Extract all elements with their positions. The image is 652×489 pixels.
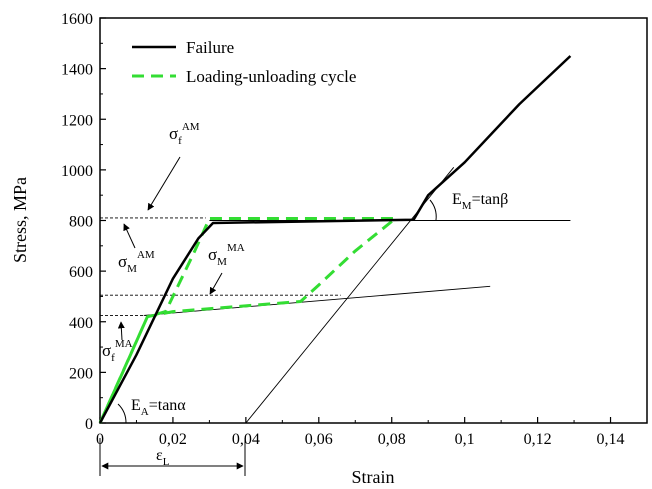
legend-label-failure: Failure [186, 38, 234, 57]
x-tick-label: 0,1 [455, 431, 475, 448]
svg-text:σfAM: σfAM [169, 121, 200, 147]
annotation-sigma-m-am: σMAM [118, 223, 155, 275]
svg-text:σfMA: σfMA [102, 338, 133, 364]
y-tick-label: 600 [69, 264, 93, 281]
arrow-sigma-f-am [147, 156, 181, 211]
x-axis-ticks: 00,020,040,060,080,10,120,14 [96, 417, 625, 448]
svg-text:σMAM: σMAM [118, 249, 155, 275]
annotation-sigma-f-am: σfAM [147, 121, 200, 211]
annotation-e-a: EA=tanα [117, 397, 186, 424]
svg-text:σMMA: σMMA [208, 242, 245, 268]
arrow-sigma-m-am [123, 223, 136, 249]
legend: Failure Loading-unloading cycle [132, 38, 356, 86]
y-tick-label: 800 [69, 214, 93, 231]
x-tick-label: 0,14 [597, 431, 625, 448]
x-tick-label: 0,06 [305, 431, 333, 448]
annotation-e-m: EM=tanβ [429, 191, 508, 221]
svg-text:EA=tanα: EA=tanα [131, 397, 186, 418]
annotation-epsilon-l: εL [99, 438, 246, 476]
y-tick-label: 400 [69, 315, 93, 332]
x-tick-label: 0,12 [524, 431, 552, 448]
x-tick-label: 0,08 [378, 431, 406, 448]
series-layer [98, 55, 572, 424]
y-tick-label: 1400 [61, 62, 93, 79]
arrow-sigma-f-ma [117, 321, 125, 341]
y-tick-label: 1600 [61, 11, 93, 28]
series-failure-line [98, 55, 572, 424]
y-tick-label: 1200 [61, 112, 93, 129]
y-tick-label: 0 [85, 416, 93, 433]
x-axis-label: Strain [352, 467, 395, 487]
annotation-sigma-f-ma: σfMA [102, 321, 133, 364]
angle-arc-alpha [117, 403, 127, 424]
angle-arc-beta [429, 199, 437, 221]
svg-text:EM=tanβ: EM=tanβ [452, 191, 508, 212]
series-loading-unloading-line [98, 217, 397, 424]
y-axis-ticks: 0 200 400 600 800 1000 1200 1400 1600 [61, 11, 106, 433]
y-tick-label: 200 [69, 365, 93, 382]
legend-label-loading-unloading: Loading-unloading cycle [186, 67, 356, 86]
x-tick-label: 0,02 [159, 431, 187, 448]
x-tick-label: 0,04 [232, 431, 260, 448]
y-tick-label: 1000 [61, 163, 93, 180]
arrow-sigma-m-ma [209, 272, 223, 295]
y-axis-label: Stress, MPa [10, 177, 30, 263]
annotation-sigma-m-ma: σMMA [208, 242, 245, 295]
reference-line [143, 285, 491, 316]
svg-text:εL: εL [156, 447, 170, 468]
